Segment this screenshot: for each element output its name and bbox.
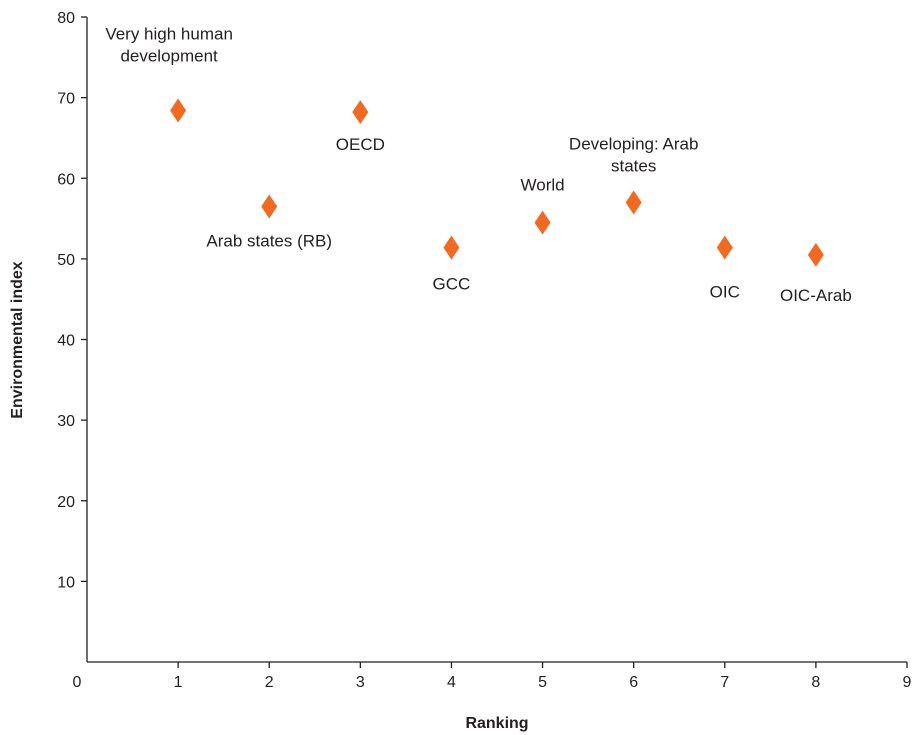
- y-tick-label: 70: [57, 91, 75, 108]
- y-tick-label: 50: [57, 252, 75, 269]
- y-tick-label: 30: [57, 413, 75, 430]
- x-tick-label: 5: [538, 674, 547, 691]
- x-tick-label: 1: [174, 674, 183, 691]
- point-labels: Very high human development Arab states (R…: [105, 25, 851, 305]
- data-point-label: GCC: [433, 275, 471, 294]
- x-tick-label: 0: [73, 674, 82, 691]
- y-tick-label: 60: [57, 171, 75, 188]
- data-point-label: OIC: [710, 283, 740, 302]
- data-point-label: Developing: Arab states: [569, 134, 698, 175]
- data-point-marker: [261, 194, 278, 219]
- data-point-label: World: [521, 176, 565, 195]
- y-tick-label: 40: [57, 333, 75, 350]
- y-tick-label: 80: [57, 10, 75, 27]
- ticks: 0 1 2 3 4 5 6 7 8 9 10 20 30 40 50 60 70 80: [57, 10, 911, 691]
- data-point-marker: [716, 235, 733, 260]
- data-point-label: OECD: [336, 135, 385, 154]
- y-tick-label: 20: [57, 494, 75, 511]
- y-tick-label: 10: [57, 574, 75, 591]
- x-tick-label: 6: [629, 674, 638, 691]
- data-point-label: Arab states (RB): [206, 231, 332, 250]
- x-tick-label: 4: [447, 674, 456, 691]
- y-axis-title: Environmental index: [9, 261, 26, 418]
- data-points: [170, 98, 824, 267]
- x-axis-title: Ranking: [465, 715, 528, 732]
- x-tick-label: 7: [720, 674, 729, 691]
- x-tick-label: 9: [903, 674, 912, 691]
- data-point-marker: [534, 210, 551, 235]
- data-point-marker: [443, 235, 460, 260]
- x-tick-label: 3: [356, 674, 365, 691]
- data-point-label: OIC-Arab: [780, 286, 852, 305]
- axes: [86, 17, 907, 663]
- data-point-marker: [625, 190, 642, 215]
- data-point-marker: [170, 98, 187, 123]
- x-tick-label: 8: [811, 674, 820, 691]
- x-tick-label: 2: [265, 674, 274, 691]
- data-point-label: Very high human development: [105, 25, 233, 66]
- data-point-marker: [807, 242, 824, 267]
- data-point-marker: [352, 100, 369, 125]
